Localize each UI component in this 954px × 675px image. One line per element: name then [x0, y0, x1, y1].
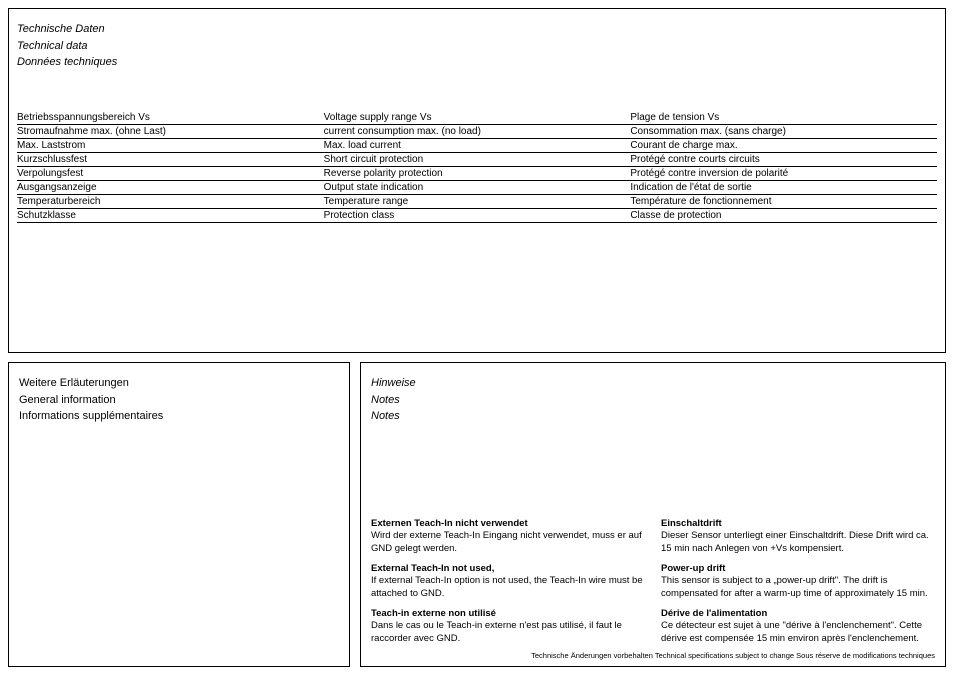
title-fr: Données techniques [17, 54, 937, 71]
note-block: Externen Teach-In nicht verwendetWird de… [371, 518, 645, 555]
title-de: Technische Daten [17, 21, 937, 38]
technical-data-titles: Technische Daten Technical data Données … [17, 21, 937, 71]
technical-data-panel: Technische Daten Technical data Données … [8, 8, 946, 353]
table-row: TemperaturbereichTemperature rangeTempér… [17, 194, 937, 208]
title-en: Technical data [17, 38, 937, 55]
table-cell: Schutzklasse [17, 208, 324, 222]
table-cell: Reverse polarity protection [324, 166, 631, 180]
technical-data-table: Betriebsspannungsbereich VsVoltage suppl… [17, 111, 937, 223]
note-text: Dieser Sensor unterliegt einer Einschalt… [661, 530, 935, 555]
notes-col-1: Externen Teach-In nicht verwendetWird de… [371, 518, 645, 653]
table-cell: Température de fonctionnement [630, 194, 937, 208]
table-cell: Kurzschlussfest [17, 152, 324, 166]
notes-title-de: Hinweise [371, 375, 935, 392]
note-text: Wird der externe Teach-In Eingang nicht … [371, 530, 645, 555]
table-cell: Ausgangsanzeige [17, 180, 324, 194]
table-row: VerpolungsfestReverse polarity protectio… [17, 166, 937, 180]
note-heading: Power-up drift [661, 563, 935, 575]
notes-titles: Hinweise Notes Notes [371, 375, 935, 425]
table-cell: Protégé contre inversion de polarité [630, 166, 937, 180]
table-row: Max. LaststromMax. load currentCourant d… [17, 138, 937, 152]
table-cell: current consumption max. (no load) [324, 124, 631, 138]
table-cell: Voltage supply range Vs [324, 111, 631, 125]
table-cell: Indication de l'état de sortie [630, 180, 937, 194]
notes-col-2: EinschaltdriftDieser Sensor unterliegt e… [661, 518, 935, 653]
table-row: AusgangsanzeigeOutput state indicationIn… [17, 180, 937, 194]
table-cell: Short circuit protection [324, 152, 631, 166]
notes-title-fr: Notes [371, 408, 935, 425]
notes-body: Externen Teach-In nicht verwendetWird de… [371, 518, 935, 653]
table-row: KurzschlussfestShort circuit protectionP… [17, 152, 937, 166]
note-text: Ce détecteur est sujet à une "dérive à l… [661, 620, 935, 645]
table-cell: Verpolungsfest [17, 166, 324, 180]
note-block: Power-up driftThis sensor is subject to … [661, 563, 935, 600]
footer-disclaimer: Technische Änderungen vorbehalten Techni… [531, 651, 935, 660]
table-cell: Max. load current [324, 138, 631, 152]
table-cell: Stromaufnahme max. (ohne Last) [17, 124, 324, 138]
table-row: Stromaufnahme max. (ohne Last)current co… [17, 124, 937, 138]
info-fr: Informations supplémentaires [19, 408, 339, 425]
table-cell: Max. Laststrom [17, 138, 324, 152]
table-cell: Plage de tension Vs [630, 111, 937, 125]
note-block: External Teach-In not used,If external T… [371, 563, 645, 600]
note-text: If external Teach-In option is not used,… [371, 575, 645, 600]
info-de: Weitere Erläuterungen [19, 375, 339, 392]
table-cell: Protection class [324, 208, 631, 222]
table-cell: Temperature range [324, 194, 631, 208]
info-en: General information [19, 392, 339, 409]
note-heading: Einschaltdrift [661, 518, 935, 530]
table-cell: Courant de charge max. [630, 138, 937, 152]
table-row: SchutzklasseProtection classClasse de pr… [17, 208, 937, 222]
notes-panel: Hinweise Notes Notes Externen Teach-In n… [360, 362, 946, 667]
note-block: Dérive de l'alimentationCe détecteur est… [661, 608, 935, 645]
note-block: EinschaltdriftDieser Sensor unterliegt e… [661, 518, 935, 555]
table-cell: Output state indication [324, 180, 631, 194]
note-block: Teach-in externe non utiliséDans le cas … [371, 608, 645, 645]
table-cell: Consommation max. (sans charge) [630, 124, 937, 138]
notes-title-en: Notes [371, 392, 935, 409]
note-text: This sensor is subject to a „power-up dr… [661, 575, 935, 600]
note-heading: Dérive de l'alimentation [661, 608, 935, 620]
table-row: Betriebsspannungsbereich VsVoltage suppl… [17, 111, 937, 125]
table-cell: Protégé contre courts circuits [630, 152, 937, 166]
table-cell: Classe de protection [630, 208, 937, 222]
table-cell: Temperaturbereich [17, 194, 324, 208]
note-heading: Externen Teach-In nicht verwendet [371, 518, 645, 530]
general-info-panel: Weitere Erläuterungen General informatio… [8, 362, 350, 667]
note-text: Dans le cas ou le Teach-in externe n'est… [371, 620, 645, 645]
table-cell: Betriebsspannungsbereich Vs [17, 111, 324, 125]
note-heading: Teach-in externe non utilisé [371, 608, 645, 620]
note-heading: External Teach-In not used, [371, 563, 645, 575]
